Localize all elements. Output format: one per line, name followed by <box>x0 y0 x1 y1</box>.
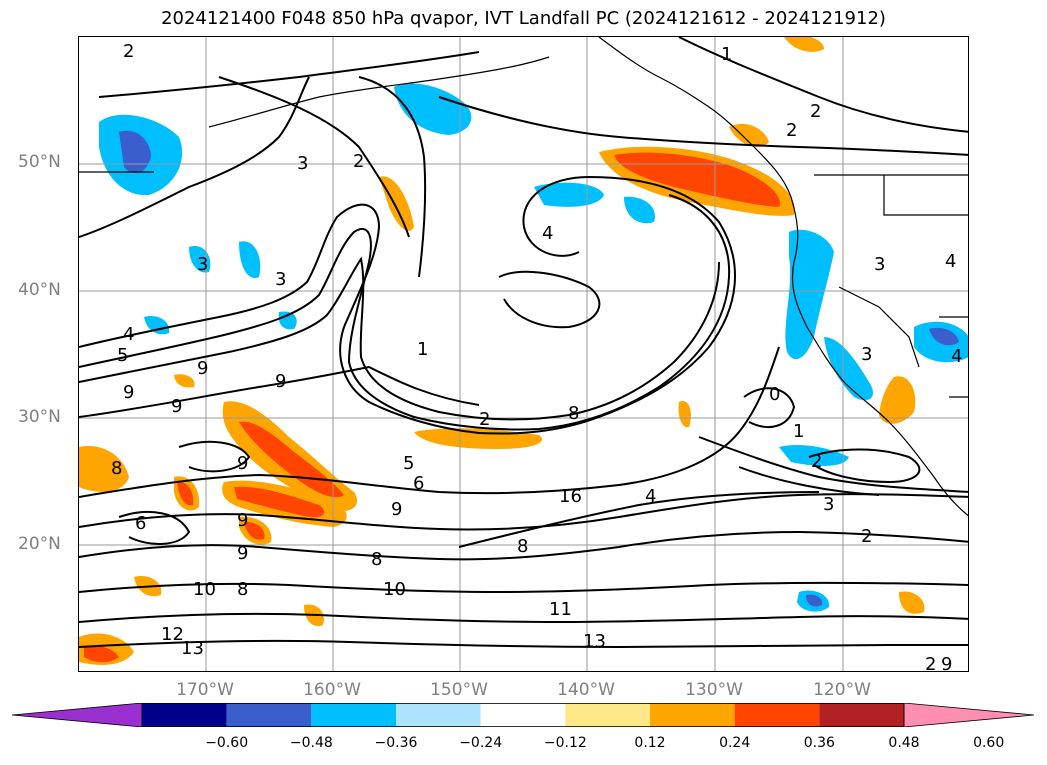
contour-label: 6 <box>413 473 424 494</box>
lat-label-40n: 40°N <box>18 280 61 300</box>
colorbar-extend-high <box>903 703 1034 727</box>
lon-label-140w: 140°W <box>557 680 615 700</box>
colorbar-segment <box>734 703 820 727</box>
colorbar-tick-label: −0.48 <box>289 735 333 751</box>
contour-label: 3 <box>197 254 208 275</box>
colorbar-tick-label: −0.12 <box>543 735 587 751</box>
contour-label: 4 <box>945 251 956 272</box>
colorbar-segment <box>819 703 904 727</box>
map-title: 2024121400 F048 850 hPa qvapor, IVT Land… <box>161 8 886 29</box>
contour-label: 3 <box>823 494 834 515</box>
contour-label: 3 <box>861 344 872 365</box>
contour-label: 9 <box>391 499 402 520</box>
contour-label: 2 <box>123 41 134 62</box>
lon-label-170w: 170°W <box>176 680 234 700</box>
colorbar-segment <box>650 703 735 727</box>
colorbar-extend-low <box>12 703 143 727</box>
contour-label: 16 <box>559 486 582 507</box>
colorbar-segment <box>142 703 227 727</box>
contour-label: 9 <box>197 358 208 379</box>
contour-label: 5 <box>117 345 128 366</box>
lat-label-30n: 30°N <box>18 407 61 427</box>
lon-label-130w: 130°W <box>685 680 743 700</box>
contour-label: 4 <box>951 346 962 367</box>
lat-label-20n: 20°N <box>18 534 61 554</box>
contour-label: 3 <box>874 254 885 275</box>
colorbar-tick-label: 0.60 <box>973 735 1005 751</box>
colorbar-tick-label: 0.12 <box>634 735 666 751</box>
map-panel: 2 1 2 2 3 2 4 3 3 4 5 1 9 9 9 2 8 0 1 2 … <box>78 36 969 672</box>
colorbar-segment <box>226 703 312 727</box>
colorbar-tick-label: 0.24 <box>719 735 751 751</box>
contour-label: 13 <box>583 631 606 652</box>
contour-label: 10 <box>383 579 406 600</box>
colorbar-tick-label: −0.24 <box>459 735 503 751</box>
ivt-contours <box>79 37 968 649</box>
contour-label: 5 <box>403 453 414 474</box>
contour-label: 8 <box>568 403 579 424</box>
contour-label: 2 <box>353 151 364 172</box>
lon-label-150w: 150°W <box>430 680 488 700</box>
contour-label: 4 <box>123 324 134 345</box>
colorbar-tick-label: −0.36 <box>374 735 418 751</box>
contour-label: 3 <box>275 269 286 290</box>
contour-label: 9 <box>123 382 134 403</box>
contour-label: 9 <box>237 543 248 564</box>
graticule <box>79 37 968 671</box>
contour-label: 0 <box>769 384 780 405</box>
contour-label: 9 <box>275 371 286 392</box>
contour-label: 1 <box>793 421 804 442</box>
colorbar-tick-label: −0.60 <box>205 735 249 751</box>
colorbar-segment <box>480 703 566 727</box>
colorbar-tick-label: 0.36 <box>803 735 835 751</box>
qvapor-shading <box>79 37 968 665</box>
contour-label: 11 <box>549 599 572 620</box>
contour-label: 1 <box>417 339 428 360</box>
contour-label: 13 <box>181 638 204 659</box>
colorbar-segment <box>396 703 481 727</box>
coastlines <box>79 37 968 517</box>
contour-label: 12 <box>161 624 184 645</box>
contour-label: 2 <box>810 101 821 122</box>
contour-label: 3 <box>297 153 308 174</box>
contour-label: 9 <box>237 453 248 474</box>
contour-label: 9 <box>237 510 248 531</box>
contour-labels: 2 1 2 2 3 2 4 3 3 4 5 1 9 9 9 2 8 0 1 2 … <box>111 41 962 672</box>
contour-label: 9 <box>941 654 952 672</box>
contour-label: 4 <box>542 223 553 244</box>
contour-label: 10 <box>193 579 216 600</box>
contour-label: 2 <box>861 526 872 547</box>
contour-label: 8 <box>517 536 528 557</box>
contour-label: 9 <box>171 396 182 417</box>
contour-label: 4 <box>645 486 656 507</box>
lon-label-120w: 120°W <box>813 680 871 700</box>
contour-label: 8 <box>237 579 248 600</box>
contour-label: 2 <box>811 451 822 472</box>
contour-label: 6 <box>135 513 146 534</box>
contour-label: 2 <box>786 120 797 141</box>
colorbar-segment <box>565 703 650 727</box>
colorbar-segment <box>311 703 396 727</box>
contour-label: 1 <box>721 44 732 65</box>
lat-label-50n: 50°N <box>18 152 61 172</box>
contour-label: 8 <box>371 549 382 570</box>
colorbar-tick-label: 0.48 <box>888 735 920 751</box>
contour-label: 8 <box>111 458 122 479</box>
contour-label: 2 <box>925 654 936 672</box>
contour-label: 2 <box>479 409 490 430</box>
map-canvas: 2 1 2 2 3 2 4 3 3 4 5 1 9 9 9 2 8 0 1 2 … <box>79 37 968 672</box>
colorbar <box>12 703 1034 727</box>
lon-label-160w: 160°W <box>303 680 361 700</box>
